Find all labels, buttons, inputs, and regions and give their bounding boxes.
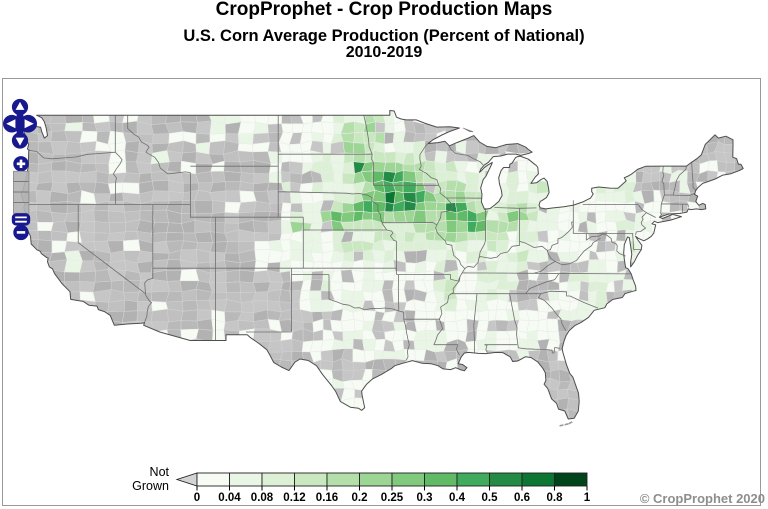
svg-text:0.12: 0.12 xyxy=(283,492,305,504)
svg-text:0.2: 0.2 xyxy=(352,492,368,504)
svg-text:0.04: 0.04 xyxy=(218,492,241,504)
svg-text:0.08: 0.08 xyxy=(251,492,274,504)
svg-text:0.4: 0.4 xyxy=(449,492,466,504)
svg-text:0.3: 0.3 xyxy=(417,492,433,504)
svg-text:Not: Not xyxy=(150,465,170,479)
svg-text:Grown: Grown xyxy=(132,479,169,493)
svg-text:0.8: 0.8 xyxy=(547,492,564,504)
svg-text:0.6: 0.6 xyxy=(514,492,530,504)
svg-text:0.16: 0.16 xyxy=(316,492,338,504)
svg-text:0.25: 0.25 xyxy=(381,492,404,504)
svg-text:1: 1 xyxy=(584,492,591,504)
svg-text:0.5: 0.5 xyxy=(482,492,499,504)
svg-text:0: 0 xyxy=(194,492,200,504)
